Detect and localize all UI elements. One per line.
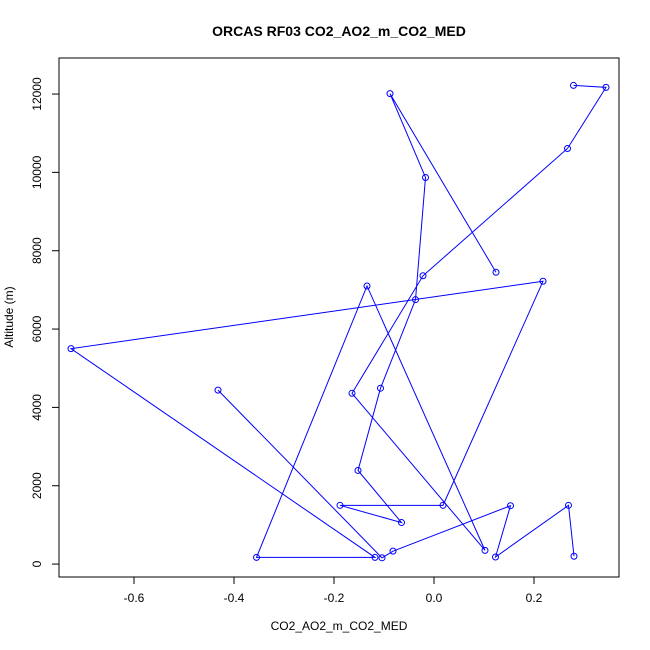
plot-frame bbox=[58, 57, 620, 578]
y-tick-label: 2000 bbox=[30, 472, 44, 499]
data-point bbox=[570, 81, 577, 89]
y-tick-label: 10000 bbox=[30, 155, 44, 189]
plot-data bbox=[67, 81, 610, 562]
x-tick-label: -0.6 bbox=[124, 591, 145, 605]
data-point bbox=[378, 554, 386, 562]
data-point bbox=[492, 268, 500, 276]
data-point bbox=[336, 501, 344, 509]
data-point bbox=[481, 546, 489, 554]
data-point bbox=[565, 501, 572, 509]
data-point bbox=[389, 547, 397, 555]
y-tick-label: 8000 bbox=[30, 237, 44, 264]
data-point bbox=[398, 519, 405, 527]
data-point bbox=[507, 502, 514, 510]
y-axis-label: Altitude (m) bbox=[2, 286, 16, 347]
y-tick-label: 12000 bbox=[30, 77, 44, 111]
x-tick-label: -0.4 bbox=[224, 591, 245, 605]
x-tick-label: -0.2 bbox=[324, 591, 345, 605]
y-tick-label: 6000 bbox=[30, 315, 44, 342]
x-tick-label: 0.0 bbox=[426, 591, 443, 605]
series-line-2 bbox=[217, 389, 575, 559]
data-point bbox=[348, 389, 356, 397]
data-point bbox=[371, 553, 379, 561]
data-point bbox=[422, 173, 429, 181]
data-point bbox=[363, 282, 371, 290]
x-tick-label: 0.2 bbox=[526, 591, 543, 605]
data-point bbox=[539, 277, 547, 285]
y-tick-label: 4000 bbox=[30, 394, 44, 421]
data-point bbox=[419, 272, 427, 280]
data-point bbox=[67, 345, 75, 353]
data-point bbox=[564, 144, 571, 152]
data-point bbox=[214, 386, 222, 394]
data-point bbox=[570, 552, 578, 560]
chart-title: ORCAS RF03 CO2_AO2_m_CO2_MED bbox=[212, 23, 466, 39]
data-point bbox=[377, 384, 384, 392]
data-point bbox=[253, 553, 260, 561]
data-point bbox=[602, 83, 610, 91]
data-point bbox=[439, 501, 447, 509]
data-point bbox=[354, 466, 362, 474]
y-axis: 0 2000 4000 6000 8000 10000 12000 bbox=[30, 77, 59, 567]
data-point bbox=[386, 90, 394, 98]
x-axis: -0.6 -0.4 -0.2 0.0 0.2 bbox=[124, 577, 543, 605]
x-axis-label: CO2_AO2_m_CO2_MED bbox=[271, 619, 408, 633]
y-tick-label: 0 bbox=[30, 560, 44, 567]
data-point bbox=[412, 296, 419, 304]
data-point bbox=[492, 553, 499, 561]
series-line-1 bbox=[69, 84, 607, 558]
